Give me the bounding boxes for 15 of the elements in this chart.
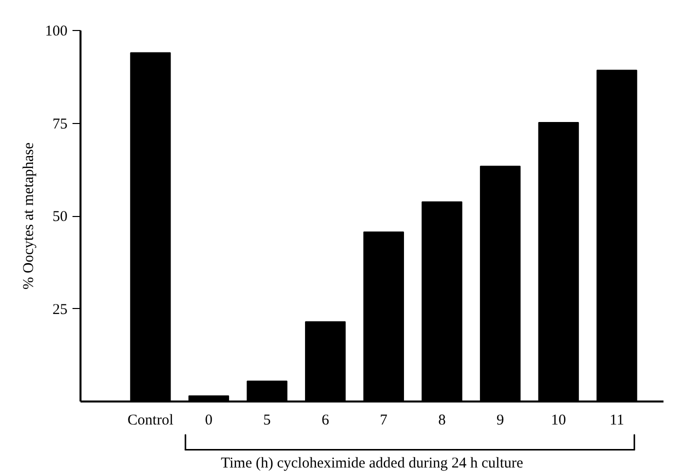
y-tick-label: 75 bbox=[52, 116, 68, 132]
x-tick-label: 6 bbox=[322, 412, 330, 428]
x-tick-label: Control bbox=[128, 412, 174, 428]
y-tick-label: 100 bbox=[45, 24, 68, 40]
x-tick-label: 0 bbox=[205, 412, 213, 428]
y-tick-label: 50 bbox=[52, 209, 68, 225]
x-tick-label: 7 bbox=[380, 412, 388, 428]
x-tick-label: 10 bbox=[551, 412, 566, 428]
x-tick-label: 9 bbox=[496, 412, 504, 428]
x-tick-label: 11 bbox=[610, 412, 624, 428]
x-tick-label: 5 bbox=[263, 412, 271, 428]
x-tick-label: 8 bbox=[438, 412, 446, 428]
y-axis-title: % Oocytes at metaphase bbox=[21, 142, 37, 290]
y-tick-label: 25 bbox=[52, 302, 68, 318]
x-axis-title: Time (h) cycloheximide added during 24 h culture bbox=[220, 456, 524, 472]
